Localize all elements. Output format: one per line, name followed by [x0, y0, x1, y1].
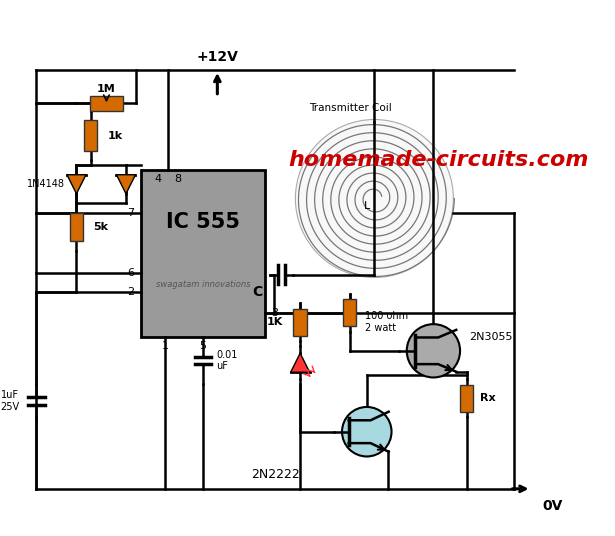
Circle shape — [342, 407, 392, 457]
Polygon shape — [116, 175, 135, 193]
Bar — [90, 96, 123, 111]
Text: 100 ohm
2 watt: 100 ohm 2 watt — [365, 311, 408, 333]
Text: 0.01
uF: 0.01 uF — [216, 349, 238, 371]
Text: 1K: 1K — [267, 317, 283, 327]
Text: 1: 1 — [162, 341, 169, 351]
Text: 1M: 1M — [97, 84, 116, 94]
Text: 5k: 5k — [93, 222, 109, 232]
Text: 1N4148: 1N4148 — [27, 179, 65, 189]
Text: IC 555: IC 555 — [166, 212, 240, 232]
Bar — [84, 121, 97, 151]
Text: 1k: 1k — [108, 131, 123, 140]
Text: 5: 5 — [199, 341, 207, 351]
Text: Rx: Rx — [480, 393, 496, 404]
Text: 8: 8 — [174, 175, 181, 184]
Text: 3: 3 — [272, 308, 279, 318]
Bar — [343, 300, 356, 326]
Bar — [293, 309, 307, 336]
Text: 2N2222: 2N2222 — [251, 468, 300, 481]
Text: Transmitter Coil: Transmitter Coil — [309, 103, 392, 113]
Bar — [141, 170, 265, 337]
Text: 7: 7 — [127, 208, 135, 218]
Polygon shape — [291, 353, 310, 372]
Bar — [460, 385, 474, 412]
Text: swagatam innovations: swagatam innovations — [156, 280, 250, 289]
Text: 2: 2 — [127, 287, 135, 297]
Circle shape — [407, 324, 460, 377]
Text: +12V: +12V — [196, 50, 238, 64]
Polygon shape — [67, 175, 86, 193]
Text: 0V: 0V — [543, 499, 563, 513]
Circle shape — [295, 120, 453, 278]
Text: 2N3055: 2N3055 — [470, 332, 513, 341]
Text: 1uF
25V: 1uF 25V — [0, 390, 20, 412]
Text: C: C — [252, 285, 262, 299]
Text: L: L — [363, 201, 370, 211]
Bar — [70, 213, 83, 241]
Text: homemade-circuits.com: homemade-circuits.com — [288, 151, 589, 170]
Text: 6: 6 — [127, 268, 135, 278]
Text: 4: 4 — [155, 175, 162, 184]
